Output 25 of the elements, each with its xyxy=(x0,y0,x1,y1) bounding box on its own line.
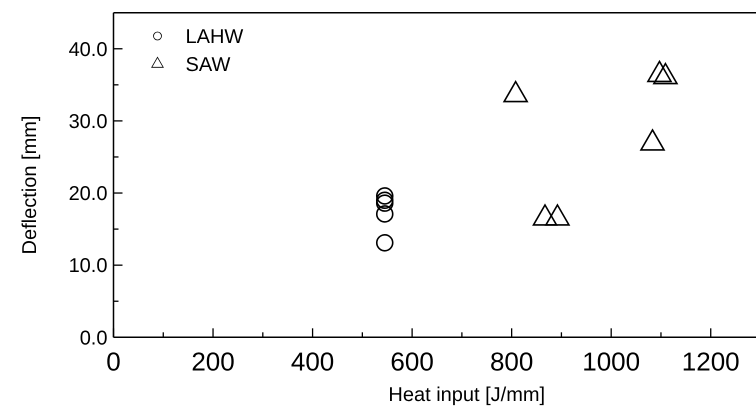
x-tick-label: 1000 xyxy=(582,346,640,376)
y-tick-label: 0.0 xyxy=(80,327,108,350)
legend-label: LAHW xyxy=(186,26,244,48)
y-tick-label: 10.0 xyxy=(68,255,108,278)
point xyxy=(503,80,528,102)
x-tick-label: 0 xyxy=(106,346,121,376)
point xyxy=(647,60,672,82)
x-tick-label: 1200 xyxy=(682,346,740,376)
x-tick-label: 400 xyxy=(290,346,334,376)
point xyxy=(640,129,665,151)
point xyxy=(376,187,394,205)
y-tick-label: 30.0 xyxy=(68,110,108,133)
point xyxy=(376,194,394,212)
y-tick-label: 40.0 xyxy=(68,38,108,61)
point xyxy=(376,205,394,223)
legend-label: SAW xyxy=(186,54,230,76)
x-tick-label: 600 xyxy=(390,346,434,376)
y-axis-title: Deflection [mm] xyxy=(19,116,41,254)
x-tick-label: 800 xyxy=(490,346,534,376)
y-tick-label: 20.0 xyxy=(68,183,108,206)
point xyxy=(376,234,394,252)
point xyxy=(376,191,394,210)
point xyxy=(653,62,678,84)
x-tick-label: 200 xyxy=(191,346,235,376)
x-axis-title: Heat input [J/mm] xyxy=(388,384,546,406)
